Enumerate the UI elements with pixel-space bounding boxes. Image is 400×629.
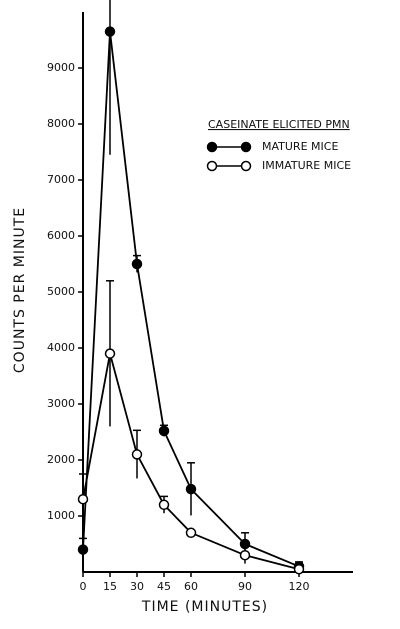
y-tick-label: 5000 [47, 285, 75, 298]
x-tick-label: 15 [103, 580, 117, 593]
legend-title: CASEINATE ELICITED PMN [208, 118, 350, 131]
data-point [104, 348, 116, 359]
x-tick-label: 90 [238, 580, 252, 593]
legend-label: MATURE MICE [262, 140, 338, 153]
data-point [185, 527, 197, 539]
data-point [239, 549, 251, 561]
data-point [158, 499, 170, 511]
y-tick-label: 2000 [47, 453, 75, 466]
legend-marker [240, 141, 252, 153]
y-tick-label: 4000 [47, 341, 75, 354]
data-point [77, 493, 89, 505]
x-axis-label: TIME (MINUTES) [141, 599, 268, 615]
y-axis-label: COUNTS PER MINUTE [12, 207, 28, 373]
x-tick-label: 60 [184, 580, 198, 593]
legend-marker [206, 141, 218, 153]
y-tick-label: 6000 [47, 229, 75, 242]
data-point [158, 425, 170, 437]
y-tick-label: 1000 [47, 509, 75, 522]
legend-label: IMMATURE MICE [262, 159, 351, 172]
data-point [293, 563, 305, 575]
legend-marker [206, 160, 218, 172]
data-point [104, 26, 116, 37]
y-tick-label: 7000 [47, 173, 75, 186]
data-point [131, 258, 143, 270]
y-tick-label: 8000 [47, 117, 75, 130]
x-tick-label: 45 [157, 580, 171, 593]
legend-marker [240, 160, 252, 172]
data-point [131, 449, 143, 460]
x-tick-label: 30 [130, 580, 144, 593]
x-tick-label: 0 [80, 580, 87, 593]
y-tick-label: 9000 [47, 61, 75, 74]
y-tick-label: 3000 [47, 397, 75, 410]
data-point [77, 544, 89, 555]
x-tick-label: 120 [289, 580, 310, 593]
data-point [185, 483, 197, 495]
